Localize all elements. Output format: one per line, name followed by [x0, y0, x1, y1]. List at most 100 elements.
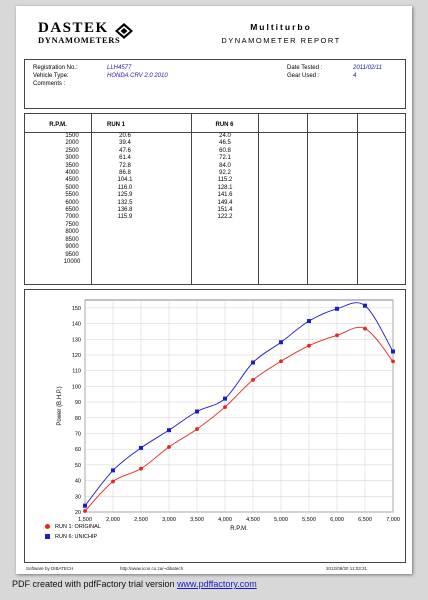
rpm-cell: 1500	[65, 133, 79, 139]
date-tested-value: 2011/02/11	[353, 65, 383, 71]
data-point-run6	[251, 360, 255, 365]
brand-logo: DASTEK DYNAMOMETERS	[38, 20, 120, 45]
data-point-run1	[83, 509, 87, 513]
y-tick-label: 130	[72, 337, 81, 343]
rpm-cell: 2500	[65, 147, 79, 154]
x-axis-label: R.P.M.	[230, 526, 248, 532]
table-header-run1: RUN 1	[106, 122, 125, 128]
run6-cell: 46.5	[219, 140, 231, 147]
x-tick-label: 7,000	[386, 517, 400, 523]
data-point-run6	[167, 428, 171, 433]
run1-cell: 125.9	[117, 192, 133, 199]
y-tick-label: 50	[75, 463, 81, 469]
column-divider	[307, 114, 308, 284]
run6-cell: 151.4	[217, 207, 233, 214]
rpm-cell: 6500	[65, 207, 79, 214]
brand-emblem-icon	[115, 23, 133, 39]
rpm-cell: 7000	[65, 214, 79, 221]
x-tick-label: 6,000	[330, 517, 344, 523]
rpm-cell: 3500	[65, 162, 79, 169]
rpm-cell: 8000	[65, 229, 79, 236]
footer-url[interactable]: http://www.icon.co.za/~dibatech	[120, 566, 184, 571]
series-line-run6	[84, 302, 394, 506]
run6-column: 24.0 46.5 60.8 72.1 84.0 92.2 115.2 128.1 141.6 1…	[205, 133, 245, 222]
report-page: DASTEK DYNAMOMETERS Multiturbo DYNAMOMET…	[16, 6, 412, 574]
legend-label-run6: RUN 6: UNICHIP	[55, 534, 98, 540]
y-tick-label: 90	[75, 400, 81, 406]
data-point-run6	[363, 303, 367, 308]
data-point-run6	[83, 503, 87, 508]
x-tick-label: 6,500	[358, 517, 372, 523]
report-subtitle: DYNAMOMETER REPORT	[221, 36, 341, 45]
run1-cell: 72.8	[119, 162, 131, 169]
y-tick-label: 110	[72, 369, 81, 375]
rpm-column: 1500 2000 2500 3000 3500 4000 4500 5000 5500 6000…	[53, 133, 91, 266]
run6-cell: 60.8	[219, 147, 231, 154]
rpm-cell: 2000	[65, 140, 79, 147]
data-point-run6	[111, 468, 115, 473]
table-header-rpm: R.P.M.	[49, 122, 67, 128]
legend-item-run6: RUN 6: UNICHIP	[45, 534, 97, 540]
legend-item-run1: RUN 1: ORIGINAL	[45, 524, 101, 530]
y-tick-label: 100	[72, 384, 81, 390]
run6-cell: 122.2	[217, 214, 233, 221]
y-tick-label: 120	[72, 353, 81, 359]
rpm-cell: 5000	[65, 184, 79, 191]
registration-value: LLH4577	[107, 65, 132, 71]
table-header-run6: RUN 6	[215, 122, 234, 128]
pdf-note-text: PDF created with pdfFactory trial versio…	[12, 579, 178, 589]
brand-name-bottom: DYNAMOMETERS	[38, 35, 121, 45]
data-point-run6	[223, 396, 227, 401]
run6-cell: 115.2	[217, 177, 233, 184]
column-divider	[258, 114, 259, 284]
run1-cell: 47.6	[119, 147, 131, 154]
data-point-run1	[279, 359, 283, 364]
pdf-trial-note: PDF created with pdfFactory trial versio…	[12, 579, 257, 589]
run1-cell: 132.5	[117, 199, 133, 206]
vehicle-info-panel: Registration No.: LLH4577 Vehicle Type: …	[24, 59, 406, 109]
run1-cell: 115.9	[117, 214, 133, 221]
rpm-cell: 9500	[65, 251, 79, 258]
run1-cell: 116.0	[117, 184, 133, 191]
run1-cell: 20.6	[119, 133, 131, 139]
run6-cell: 92.2	[219, 170, 231, 177]
x-tick-label: 4,000	[218, 517, 232, 523]
x-tick-label: 5,000	[274, 517, 288, 523]
x-tick-label: 3,000	[162, 517, 176, 523]
column-divider	[357, 114, 358, 284]
run6-cell: 24.0	[219, 133, 231, 139]
y-tick-label: 80	[75, 416, 81, 422]
data-point-run1	[335, 333, 339, 338]
rpm-cell: 4500	[65, 177, 79, 184]
y-tick-label: 40	[75, 479, 81, 485]
run1-cell: 86.8	[119, 170, 131, 177]
run1-cell: 136.8	[117, 207, 133, 214]
footer-software: Software by DIBATECH	[26, 566, 74, 571]
data-point-run1	[363, 326, 367, 331]
pdffactory-link[interactable]: www.pdffactory.com	[177, 579, 257, 589]
y-tick-label: 150	[72, 306, 81, 312]
data-point-run1	[307, 343, 311, 348]
data-point-run1	[391, 359, 395, 364]
run1-cell: 39.4	[119, 140, 131, 147]
rpm-cell: 7500	[65, 221, 79, 228]
vehicle-type-value: HONDA CRV 2.0 2010	[107, 73, 168, 79]
column-divider	[191, 114, 192, 284]
plot-area	[84, 299, 394, 513]
gear-used-value: 4	[353, 73, 357, 79]
x-tick-label: 3,500	[190, 517, 204, 523]
y-tick-label: 70	[75, 431, 81, 437]
x-tick-label: 1,500	[78, 517, 92, 523]
run1-column: 20.6 39.4 47.6 61.4 72.8 86.8 104.1 116.0 125.9 1…	[105, 133, 145, 222]
rpm-cell: 3000	[65, 155, 79, 162]
series-line-run1	[84, 326, 394, 512]
rpm-cell: 4000	[65, 170, 79, 177]
vehicle-type-label: Vehicle Type:	[33, 73, 69, 79]
y-tick-label: 140	[72, 322, 81, 328]
x-tick-label: 5,500	[302, 517, 316, 523]
legend-square-marker	[45, 534, 50, 540]
footer-timestamp: 2012/08/30 11:03:31	[326, 566, 367, 571]
run6-cell: 72.1	[219, 155, 231, 162]
brand-name-top: DASTEK	[38, 20, 109, 36]
comments-label: Comments :	[33, 81, 66, 87]
